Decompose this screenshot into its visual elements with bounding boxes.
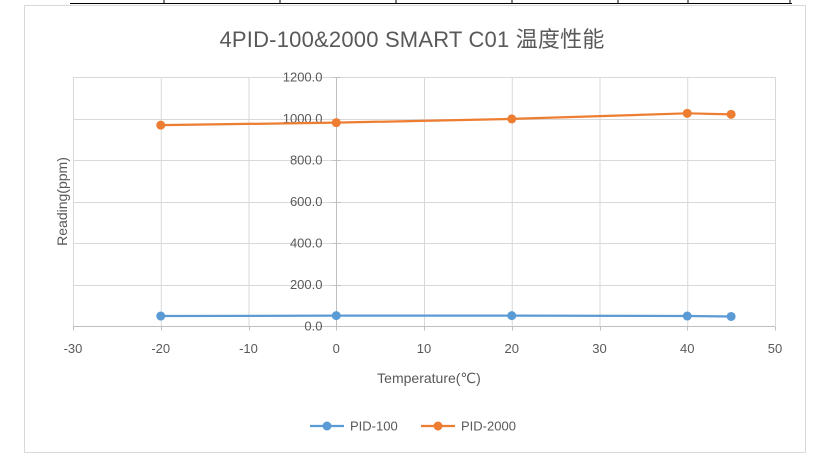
legend-marker [433, 421, 443, 431]
gridlines [73, 77, 776, 326]
data-point [331, 311, 341, 321]
y-tick-label: 1200.0 [283, 70, 323, 85]
legend-item-pid-100: PID-100 [310, 419, 398, 434]
data-point [331, 118, 341, 128]
x-tick-label: -30 [64, 341, 83, 356]
top-border-lines [70, 0, 792, 4]
y-axis-title: Reading(ppm) [54, 157, 70, 246]
data-point [726, 109, 736, 119]
x-tick-label: -10 [239, 341, 258, 356]
y-tick-label: 400.0 [290, 236, 323, 251]
x-axis-title: Temperature(℃) [377, 370, 481, 386]
series-line [160, 314, 732, 318]
x-tick-label: 40 [680, 341, 694, 356]
data-point [682, 311, 692, 321]
y-tick-label: 0.0 [304, 319, 322, 334]
legend: PID-100 PID-2000 [310, 419, 516, 434]
series-layer [156, 108, 736, 321]
series-pid-100 [156, 311, 736, 321]
x-tick-label: 50 [768, 341, 782, 356]
x-tick-label: -20 [151, 341, 170, 356]
data-point [507, 311, 517, 321]
y-tick-label: 200.0 [290, 277, 323, 292]
x-tick-label: 10 [417, 341, 431, 356]
series-pid-2000 [156, 108, 736, 130]
legend-marker [322, 421, 332, 431]
data-point [507, 114, 517, 124]
data-point [726, 311, 736, 321]
x-tick-label: 20 [505, 341, 519, 356]
chart-title: 4PID-100&2000 SMART C01 温度性能 [219, 27, 605, 52]
chart-area-border [24, 5, 806, 453]
data-point [156, 120, 166, 130]
legend-label: PID-100 [350, 419, 398, 434]
x-tick-label: 0 [333, 341, 340, 356]
y-tick-label: 800.0 [290, 153, 323, 168]
legend-item-pid-2000: PID-2000 [421, 419, 516, 434]
x-tick-label: 30 [592, 341, 606, 356]
data-point [682, 108, 692, 118]
y-tick-label: 600.0 [290, 194, 323, 209]
data-point [156, 311, 166, 321]
legend-label: PID-2000 [461, 419, 516, 434]
axes: -30 -20 -10 0 10 20 30 40 50 0.0 200.0 400.0 600.0 80… [64, 70, 783, 357]
